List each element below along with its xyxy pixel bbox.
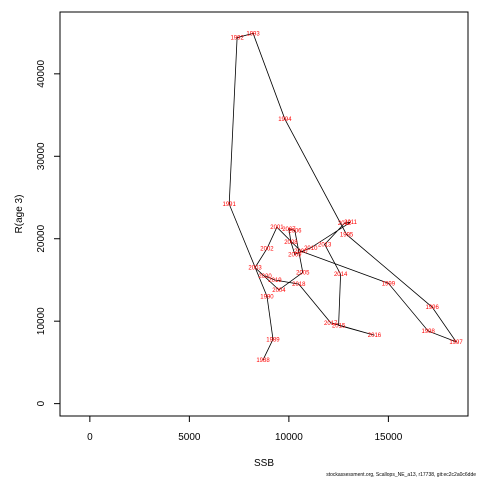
x-tick-label: 10000 bbox=[275, 432, 303, 443]
point-label-2000: 2000 bbox=[294, 249, 308, 255]
x-axis: 0 5000 10000 15000 bbox=[87, 415, 403, 443]
point-label-2012: 2012 bbox=[338, 221, 352, 227]
y-axis: 0 10000 20000 30000 40000 bbox=[36, 59, 61, 406]
x-tick-label: 5000 bbox=[178, 432, 201, 443]
point-label-1998: 1998 bbox=[422, 329, 436, 335]
point-label-2018: 2018 bbox=[292, 282, 306, 288]
x-tick-label: 0 bbox=[87, 432, 93, 443]
point-label-2003: 2003 bbox=[248, 266, 262, 272]
point-label-2016: 2016 bbox=[368, 333, 382, 339]
point-label-2011: 2011 bbox=[344, 220, 358, 226]
point-label-2007: 2007 bbox=[282, 227, 296, 233]
point-label-2014: 2014 bbox=[334, 272, 348, 278]
point-label-1989: 1989 bbox=[266, 337, 280, 343]
point-label-2015: 2015 bbox=[332, 323, 346, 329]
point-label-1996: 1996 bbox=[425, 305, 439, 311]
point-label-2010: 2010 bbox=[304, 246, 318, 252]
x-axis-title: SSB bbox=[254, 458, 274, 469]
point-label-2020: 2020 bbox=[258, 274, 272, 280]
y-tick-label: 30000 bbox=[36, 142, 47, 170]
point-label-2006: 2006 bbox=[288, 228, 302, 234]
series-line bbox=[228, 32, 458, 361]
y-tick-label: 40000 bbox=[36, 59, 47, 87]
point-label-2019: 2019 bbox=[268, 278, 282, 284]
point-label-1990: 1990 bbox=[260, 294, 274, 300]
point-label-1999: 1999 bbox=[382, 281, 396, 287]
y-tick-label: 0 bbox=[36, 400, 47, 406]
point-label-2005: 2005 bbox=[296, 271, 310, 277]
point-label-1992: 1992 bbox=[230, 36, 244, 42]
y-tick-label: 10000 bbox=[36, 307, 47, 335]
point-label-1997: 1997 bbox=[449, 340, 463, 346]
point-label-2002: 2002 bbox=[260, 247, 274, 253]
point-label-2004: 2004 bbox=[272, 288, 286, 294]
y-tick-label: 20000 bbox=[36, 224, 47, 252]
point-label-1991: 1991 bbox=[222, 202, 236, 208]
point-label-1993: 1993 bbox=[246, 31, 260, 37]
x-tick-label: 15000 bbox=[374, 432, 402, 443]
point-label-2008: 2008 bbox=[284, 240, 298, 246]
plot-frame bbox=[59, 11, 469, 417]
point-label-2017: 2017 bbox=[324, 321, 338, 327]
y-axis-title: R(age 3) bbox=[14, 195, 25, 234]
point-label-1988: 1988 bbox=[256, 358, 270, 364]
point-label-2009: 2009 bbox=[288, 252, 302, 258]
point-label-1995: 1995 bbox=[340, 233, 354, 239]
point-label-2001: 2001 bbox=[270, 225, 284, 231]
credit-text: stockassessment.org, Scallops_NE_a13, r1… bbox=[326, 472, 476, 478]
point-label-1994: 1994 bbox=[278, 117, 292, 123]
point-label-2013: 2013 bbox=[318, 243, 332, 249]
